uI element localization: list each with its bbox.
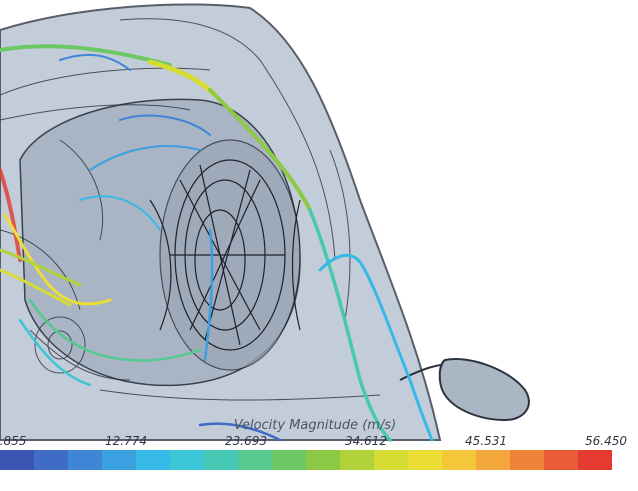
side-mirror <box>399 358 530 422</box>
colorbar-segment <box>34 450 68 470</box>
colorbar-segment <box>476 450 510 470</box>
colorbar-segment <box>272 450 306 470</box>
colorbar-segment <box>238 450 272 470</box>
colorbar-segment <box>306 450 340 470</box>
streamlines <box>0 44 434 442</box>
colorbar-segment <box>204 450 238 470</box>
colorbar-segment <box>408 450 442 470</box>
colorbar-segment <box>442 450 476 470</box>
colorbar-segment <box>170 450 204 470</box>
colorbar-segment <box>340 450 374 470</box>
colorbar-tick-label: 1.855 <box>0 434 27 448</box>
colorbar-tick-label: 45.531 <box>465 434 507 448</box>
colorbar-segment <box>136 450 170 470</box>
wheel-wireframe <box>149 139 301 371</box>
colorbar-segment <box>374 450 408 470</box>
colorbar-segment <box>102 450 136 470</box>
velocity-colorbar <box>0 450 612 470</box>
colorbar-segment <box>0 450 34 470</box>
colorbar-segment <box>544 450 578 470</box>
colorbar-tick-label: 23.693 <box>225 434 267 448</box>
colorbar-segment <box>578 450 612 470</box>
colorbar-tick-label: 12.774 <box>105 434 147 448</box>
colorbar-segment <box>510 450 544 470</box>
colorbar-title: Velocity Magnitude (m/s) <box>233 418 397 433</box>
colorbar-tick-label: 56.450 <box>585 434 627 448</box>
colorbar-tick-label: 34.612 <box>345 434 387 448</box>
structure-wireframe <box>0 18 381 401</box>
colorbar-segment <box>68 450 102 470</box>
